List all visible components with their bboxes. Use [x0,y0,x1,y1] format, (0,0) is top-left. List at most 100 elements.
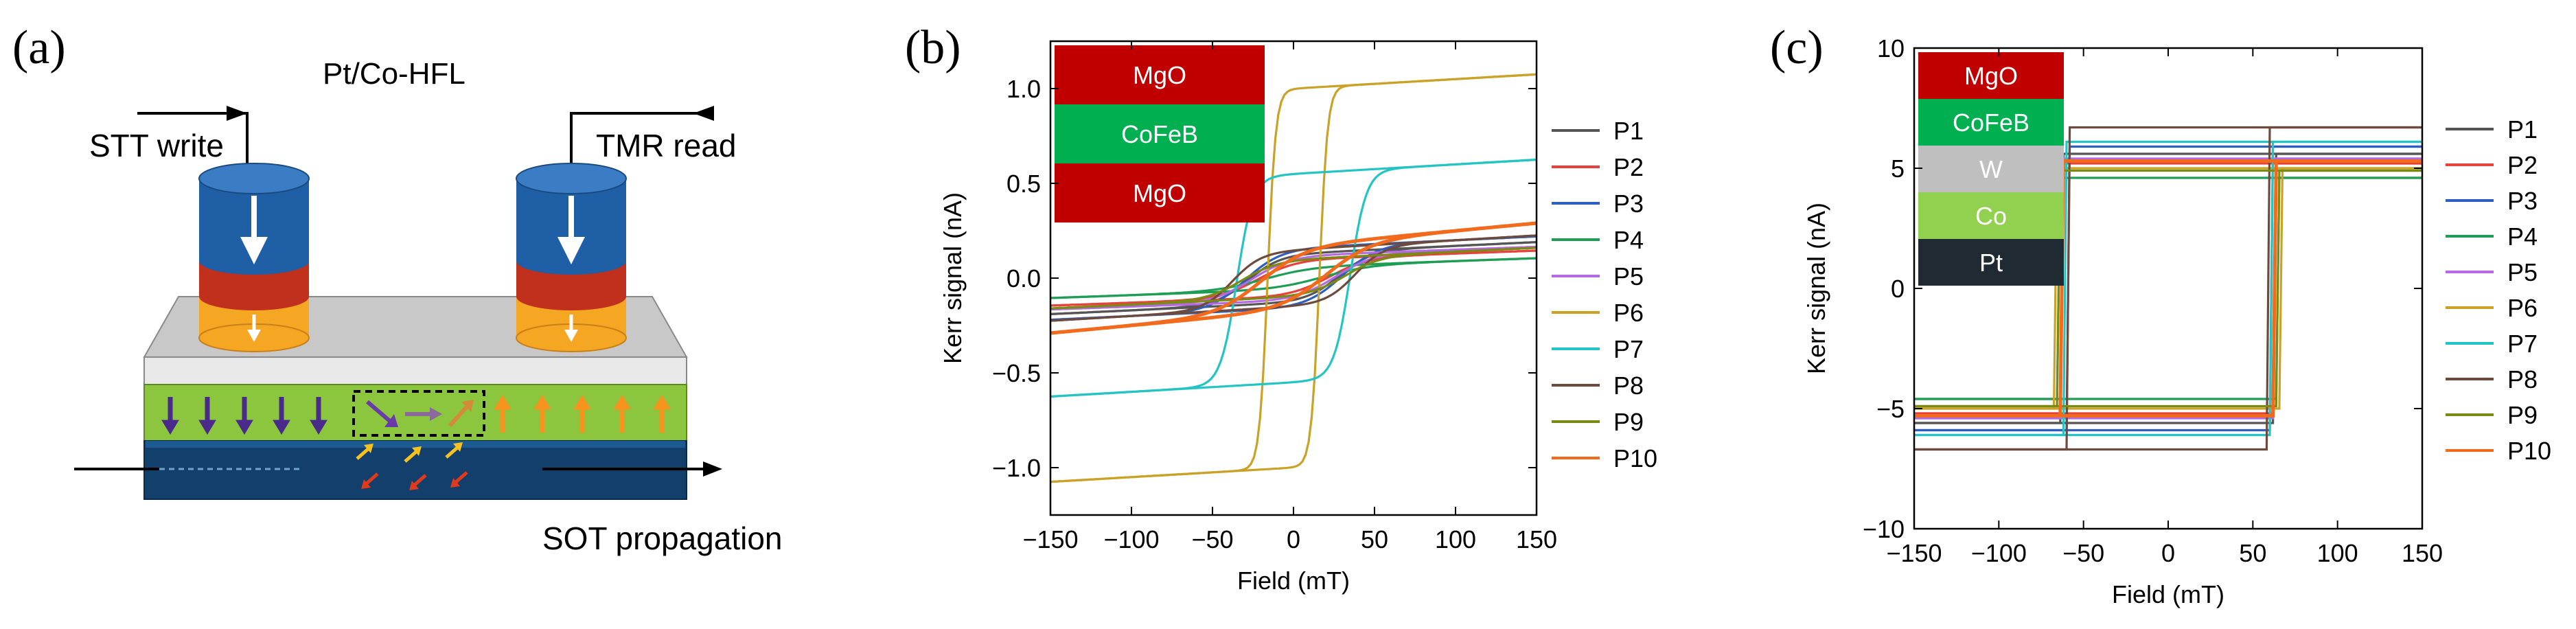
panel-a-label: (a) [12,21,66,74]
y-tick-label: −1.0 [992,454,1041,482]
curve-p10-down [1050,221,1537,335]
legend-label-p10: P10 [2507,437,2551,465]
spin-arrow-down [273,397,290,435]
stack-layer-mgo [1918,52,2064,99]
curve-p2-down [1050,249,1537,307]
curve-p6-down [1050,73,1537,483]
tmr-read-arrowhead [693,106,714,121]
curve-p4-down [1914,176,2422,400]
tmr-read-label: TMR read [596,128,736,163]
spin-arrow-up [573,395,591,433]
layer-stack-inset: MgO CoFeB W Co Pt [1918,52,2064,286]
curve-p3-down [1914,145,2422,432]
legend-label-p6: P6 [1613,299,1644,327]
stack-layer-label: MgO [1133,179,1186,207]
panel-a: (a) Pt/Co-HFL STT write TMR read [12,21,783,556]
x-tick-label: −150 [1022,525,1078,553]
output-arrowhead [703,461,722,477]
curve-p1-down [1914,152,2422,424]
y-axis-label: Kerr signal (nA) [939,192,967,364]
legend-label-p7: P7 [1613,335,1644,363]
curve-p9-down [1050,247,1537,310]
legend-label-p10: P10 [1613,444,1657,472]
curve-p1-down [1050,241,1537,315]
spin-arrow-up [494,395,511,433]
spin-arrow-down [161,397,179,435]
legend-label-p4: P4 [2507,222,2538,251]
stack-layer-label: MgO [1964,62,2018,90]
y-tick-label: −0.5 [992,359,1041,387]
y-tick-label: −5 [1876,395,1905,423]
stack-layer-w [1918,146,2064,192]
panel-a-title: Pt/Co-HFL [323,57,465,91]
x-tick-label: −100 [1103,525,1159,553]
stack-layer-label: Pt [1979,249,2003,277]
x-axis-label: Field (mT) [1237,567,1350,595]
y-tick-label: 0.5 [1007,170,1041,198]
legend-label-p5: P5 [2507,258,2538,286]
stack-layer-label: CoFeB [1953,108,2029,137]
x-tick-label: 150 [2402,539,2443,567]
spin-current-arrows [356,442,468,490]
curve-p6-down [1914,167,2422,410]
blue-layer-highlight [146,441,685,448]
x-tick-label: 50 [1361,525,1388,553]
x-tick-label: 0 [2161,539,2175,567]
y-tick-label: 1.0 [1007,75,1041,103]
curve-p4-down [1050,257,1537,299]
legend-label-p7: P7 [2507,330,2538,358]
spin-arrow-down [198,397,216,435]
spin-arrow-down [310,397,327,435]
stt-pillar [198,163,310,352]
sot-propagation-label: SOT propagation [542,521,783,556]
legend-label-p8: P8 [1613,371,1644,400]
purple-down-arrows [161,397,327,435]
curve-p8-up [1050,234,1537,322]
stack-layer-pt [1918,239,2064,286]
curve-p2-down [1914,162,2422,415]
legend-label-p6: P6 [2507,294,2538,322]
stack-layer-label: CoFeB [1121,120,1198,148]
panel-b: (b) MgO CoFeB MgO −150 −100 −50 0 50 100 150 −1.0 −… [905,21,1657,595]
stack-layer-mgo [1055,163,1265,222]
curves [1050,73,1537,483]
stack-layer-label: W [1979,155,2003,183]
layer-stack-inset: MgO CoFeB MgO [1055,45,1265,222]
legend-label-p8: P8 [2507,365,2538,393]
legend-label-p3: P3 [1613,190,1644,218]
panel-c-label: (c) [1770,21,1824,74]
orange-up-arrows [494,395,671,433]
y-axis-label: Kerr signal (nA) [1802,203,1830,374]
legend-label-p3: P3 [2507,187,2538,215]
legend-label-p5: P5 [1613,262,1644,290]
curve-p9-down [1914,169,2422,408]
stt-write-arrowhead [227,106,247,121]
x-tick-label: −50 [1191,525,1233,553]
x-tick-label: 100 [2317,539,2358,567]
legend-label-p9: P9 [1613,408,1644,436]
y-tick-label: −10 [1863,515,1905,543]
curve-p7-down [1050,158,1537,398]
x-tick-label: 50 [2239,539,2266,567]
stack-layer-co [1918,192,2064,239]
legend: P1 P2 P3 P4 P5 P6 P7 P8 P9 P10 [1552,117,1657,472]
domain-wall-arrows [366,400,474,428]
x-axis-label: Field (mT) [2112,580,2224,608]
tmr-pillar [516,163,627,352]
legend-label-p1: P1 [2507,115,2538,144]
stack-layer-cofeb [1918,99,2064,146]
curve-p8-down [1050,234,1537,322]
x-tick-label: 150 [1516,525,1557,553]
legend-label-p2: P2 [1613,153,1644,181]
curve-p5-down [1914,157,2422,420]
curve-p7-down [1914,140,2422,437]
y-tick-label: 5 [1891,155,1905,183]
x-tick-label: −50 [2062,539,2104,567]
chart-b: MgO CoFeB MgO −150 −100 −50 0 50 100 150 −1.0 −0.5 0… [939,40,1657,595]
x-tick-label: −100 [1971,539,2027,567]
spin-arrow-down [235,397,253,435]
x-tick-label: −150 [1886,539,1942,567]
